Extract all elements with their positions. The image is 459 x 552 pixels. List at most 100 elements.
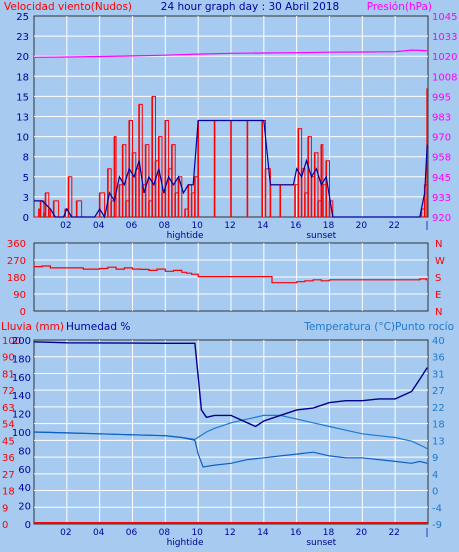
humidity-y-tick-label: 140 <box>12 391 31 402</box>
humidity-temperature-panel: 0918273645546372819010002040608010012014… <box>2 336 445 548</box>
temperature-right-tick-label: -4 <box>432 503 442 514</box>
wind-y-tick-label: 8 <box>23 153 29 164</box>
humidity-y-tick-label: 180 <box>12 354 31 365</box>
temperature-axis-title: Temperatura (°C)Punto rocío <box>303 321 454 333</box>
temperature-right-tick-label: 0 <box>432 487 438 498</box>
rain-y-tick-label: 0 <box>2 520 8 531</box>
temperature-right-tick-label: 36 <box>432 353 445 364</box>
pressure-right-tick-label: 970 <box>432 133 451 144</box>
humidity-hightide-label: hightide <box>167 538 204 548</box>
wind-x-tick-label: 08 <box>159 221 171 231</box>
temperature-right-tick-label: 13 <box>432 436 445 447</box>
pressure-right-tick-label: 920 <box>432 213 451 224</box>
humidity-y-tick-label: 120 <box>12 410 31 421</box>
humidity-x-tick-label: 02 <box>60 528 71 538</box>
wind-pressure-panel: 0 3 5 8 10 13 15 18 20 23 25 920 933 945 958 970 983 995 1… <box>16 12 457 241</box>
direction-y-tick-label: 180 <box>7 273 26 284</box>
rain-y-tick-label: 9 <box>2 503 8 514</box>
temperature-right-tick-label: 31 <box>432 369 445 380</box>
pressure-right-tick-label: 958 <box>432 153 451 164</box>
wind-y-tick-label: 15 <box>16 92 29 103</box>
pressure-right-tick-label: 1045 <box>432 12 457 23</box>
humidity-x-tick-label: 22 <box>388 528 399 538</box>
wind-y-tick-label: 25 <box>16 12 29 23</box>
temperature-right-tick-label: 22 <box>432 403 445 414</box>
direction-compass-label: W <box>435 256 445 267</box>
humidity-x-tick-label: | <box>425 528 428 538</box>
pressure-right-tick-label: 1008 <box>432 72 457 83</box>
humidity-axis-title: Humedad % <box>66 321 130 333</box>
wind-x-tick-label: 14 <box>257 221 269 231</box>
humidity-y-tick-label: 0 <box>25 520 31 531</box>
wind-x-tick-label: 10 <box>191 221 203 231</box>
humidity-x-tick-label: 16 <box>290 528 302 538</box>
rain-y-tick-label: 45 <box>2 436 15 447</box>
rain-y-tick-label: 27 <box>2 470 15 481</box>
humidity-y-tick-label: 20 <box>18 502 31 513</box>
rain-axis-title: Lluvia (mm) <box>1 321 64 333</box>
humidity-x-tick-label: 06 <box>126 528 138 538</box>
wind-x-tick-label: 20 <box>356 221 368 231</box>
wind-avg-line <box>34 119 428 219</box>
humidity-x-tick-label: 12 <box>224 528 235 538</box>
humidity-y-tick-label: 60 <box>18 465 31 476</box>
wind-y-tick-label: 23 <box>16 32 29 43</box>
wind-x-tick-label: 22 <box>388 221 399 231</box>
wind-y-tick-label: 3 <box>23 193 29 204</box>
humidity-y-tick-label: 40 <box>18 483 31 494</box>
wind-x-tick-label: 02 <box>60 221 71 231</box>
pressure-right-tick-label: 945 <box>432 173 451 184</box>
wind-sunset-label: sunset <box>306 231 336 241</box>
temperature-right-tick-label: 40 <box>432 336 445 347</box>
direction-compass-label: E <box>435 290 441 301</box>
rain-y-tick-label: 18 <box>2 487 15 498</box>
direction-y-tick-label: 270 <box>7 256 26 267</box>
humidity-y-tick-label: 100 <box>12 428 31 439</box>
direction-compass-label: S <box>435 273 441 284</box>
temperature-right-tick-label: 18 <box>432 420 445 431</box>
pressure-right-tick-label: 1020 <box>432 52 457 63</box>
rain-y-tick-label: 54 <box>2 420 15 431</box>
pressure-axis-title: Presión(hPa) <box>367 1 432 13</box>
graph-date-title: 24 hour graph day : 30 Abril 2018 <box>161 1 339 13</box>
humidity-y-tick-label: 200 <box>12 336 31 347</box>
direction-y-tick-label: 360 <box>7 239 26 250</box>
wind-x-tick-label: 16 <box>290 221 302 231</box>
direction-compass-label: N <box>435 307 442 318</box>
pressure-right-tick-label: 995 <box>432 92 451 103</box>
rain-y-tick-label: 100 <box>2 336 21 347</box>
wind-x-tick-label: 06 <box>126 221 138 231</box>
direction-y-tick-label: 0 <box>20 307 26 318</box>
humidity-y-tick-label: 160 <box>12 373 31 384</box>
wind-x-tick-label: 18 <box>323 221 335 231</box>
wind-y-tick-label: 5 <box>23 173 29 184</box>
wind-y-tick-label: 10 <box>16 133 29 144</box>
direction-y-tick-label: 90 <box>13 290 26 301</box>
wind-y-tick-label: 20 <box>16 52 29 63</box>
rain-y-tick-label: 72 <box>2 386 15 397</box>
temperature-right-tick-label: 27 <box>432 386 445 397</box>
wind-y-tick-label: 13 <box>16 113 29 124</box>
temperature-right-tick-label: 4 <box>432 470 438 481</box>
wind-x-tick-label: 12 <box>224 221 235 231</box>
humidity-x-tick-label: 14 <box>257 528 269 538</box>
temperature-right-tick-label: -9 <box>432 520 442 531</box>
humidity-x-tick-label: 10 <box>191 528 203 538</box>
humidity-y-tick-label: 80 <box>18 446 31 457</box>
pressure-line <box>33 49 429 58</box>
pressure-right-tick-label: 983 <box>432 113 451 124</box>
humidity-x-tick-label: 20 <box>356 528 368 538</box>
dewpoint-line <box>33 431 428 468</box>
temperature-right-tick-label: 9 <box>432 453 438 464</box>
wind-x-tick-label: | <box>425 221 428 231</box>
wind-y-tick-label: 0 <box>23 213 29 224</box>
humidity-x-tick-label: 08 <box>159 528 171 538</box>
wind-axis-title: Velocidad viento(Nudos) <box>4 1 132 13</box>
wind-x-tick-label: 04 <box>93 221 105 231</box>
pressure-right-tick-label: 933 <box>432 193 451 204</box>
pressure-right-tick-label: 1033 <box>432 32 457 43</box>
humidity-x-tick-label: 18 <box>323 528 335 538</box>
humidity-sunset-label: sunset <box>306 538 336 548</box>
